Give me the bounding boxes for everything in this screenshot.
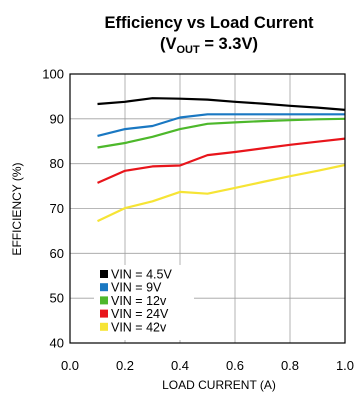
x-tick-label: 0.6 <box>226 358 244 373</box>
legend-swatch <box>100 296 108 305</box>
series-lines <box>97 97 346 223</box>
chart-subtitle: (VOUT = 3.3V) <box>160 35 258 56</box>
legend-entry: VIN = 4.5V <box>111 268 172 282</box>
legend-entry: VIN = 24V <box>111 307 169 321</box>
y-tick-label: 90 <box>50 111 64 126</box>
legend-entry: VIN = 12v <box>111 294 167 308</box>
legend-swatch <box>100 309 108 318</box>
legend-swatch <box>100 322 108 331</box>
subtitle-subscript: OUT <box>177 44 201 56</box>
series-line <box>97 113 345 137</box>
subtitle-prefix: (V <box>160 35 177 53</box>
legend-entry: VIN = 9V <box>111 281 162 295</box>
series-line <box>97 97 346 111</box>
x-axis-label: LOAD CURRENT (A) <box>162 378 276 392</box>
series-line <box>97 137 346 184</box>
y-axis-label: EFFICIENCY (%) <box>10 162 24 255</box>
legend-entry: VIN = 42v <box>111 320 167 334</box>
y-tick-label: 40 <box>50 336 64 351</box>
y-tick-label: 70 <box>50 201 64 216</box>
series-line <box>97 163 346 223</box>
x-tick-label: 0.0 <box>61 358 79 373</box>
y-tick-label: 100 <box>42 67 64 82</box>
y-tick-label: 50 <box>50 291 64 306</box>
x-tick-labels: 0.0 0.2 0.4 0.6 0.8 1.0 <box>61 358 354 373</box>
y-tick-label: 60 <box>50 246 64 261</box>
subtitle-suffix: = 3.3V) <box>200 35 258 53</box>
plot-frame <box>69 73 346 344</box>
x-tick-label: 0.8 <box>281 358 299 373</box>
legend-background <box>94 265 194 340</box>
x-tick-label: 0.2 <box>116 358 134 373</box>
legend-swatch <box>100 283 108 292</box>
series-line <box>97 117 346 149</box>
x-tick-label: 1.0 <box>336 358 354 373</box>
chart-title: Efficiency vs Load Current <box>104 14 314 32</box>
y-tick-labels: 40 50 60 70 80 90 100 <box>42 67 64 351</box>
y-tick-label: 80 <box>50 156 64 171</box>
legend-swatch <box>100 270 108 278</box>
x-tick-label: 0.4 <box>171 358 189 373</box>
